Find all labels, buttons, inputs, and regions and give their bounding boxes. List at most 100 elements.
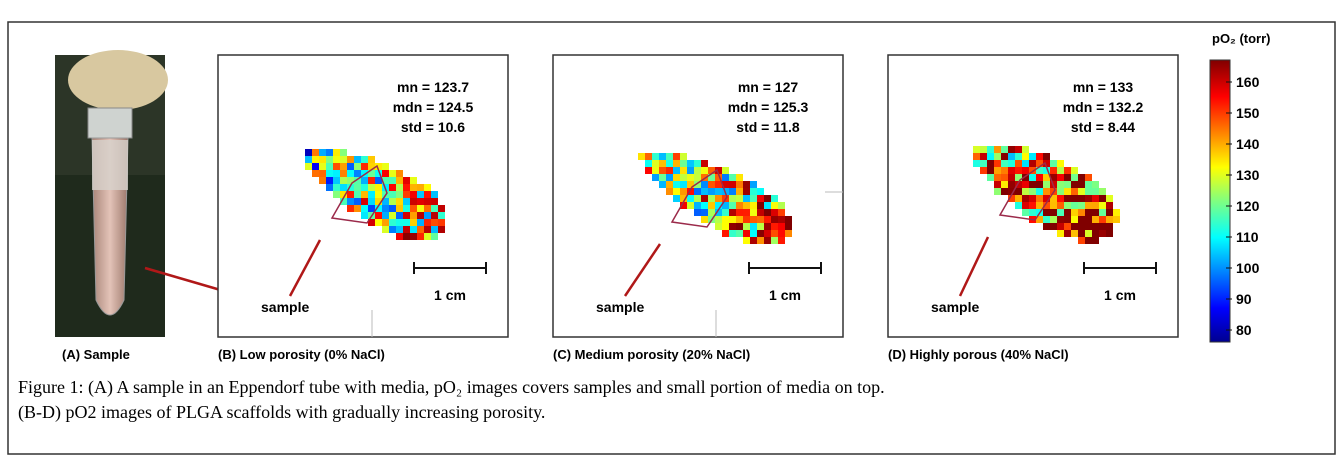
pixel	[1064, 188, 1071, 195]
pixel	[736, 195, 743, 202]
pixel	[1071, 230, 1078, 237]
pixel	[722, 216, 729, 223]
pixel	[673, 153, 680, 160]
pixel	[673, 174, 680, 181]
pixel	[438, 212, 445, 219]
pixel	[1029, 167, 1036, 174]
pixel	[687, 181, 694, 188]
pixel	[382, 226, 389, 233]
pixel	[424, 184, 431, 191]
pixel	[687, 195, 694, 202]
pixel	[715, 223, 722, 230]
pixel	[361, 205, 368, 212]
pixel	[1078, 223, 1085, 230]
pixel	[410, 212, 417, 219]
pixel	[973, 153, 980, 160]
pixel	[1022, 174, 1029, 181]
pixel	[333, 163, 340, 170]
pixel	[368, 170, 375, 177]
pixel	[1029, 209, 1036, 216]
pixel	[368, 156, 375, 163]
pixel	[743, 230, 750, 237]
pixel	[1050, 160, 1057, 167]
pixel	[326, 177, 333, 184]
pixel	[1015, 146, 1022, 153]
pixel	[1036, 188, 1043, 195]
pixel	[319, 177, 326, 184]
pixel	[694, 160, 701, 167]
pixel	[771, 209, 778, 216]
pixel	[438, 205, 445, 212]
pixel	[1050, 174, 1057, 181]
pixel	[375, 212, 382, 219]
pixel	[1064, 174, 1071, 181]
pixel	[708, 209, 715, 216]
pixel	[785, 216, 792, 223]
pixel	[410, 233, 417, 240]
pixel	[1057, 230, 1064, 237]
pixel	[757, 209, 764, 216]
pixel	[396, 191, 403, 198]
pixel	[319, 163, 326, 170]
pixel	[673, 160, 680, 167]
pixel	[1050, 209, 1057, 216]
pixel	[1099, 230, 1106, 237]
pixel	[403, 233, 410, 240]
pixel	[743, 181, 750, 188]
pixel	[1106, 202, 1113, 209]
pixel	[340, 149, 347, 156]
pixel	[347, 184, 354, 191]
pixel	[638, 153, 645, 160]
pixel	[1050, 216, 1057, 223]
pixel	[1085, 202, 1092, 209]
pixel	[701, 209, 708, 216]
pixel	[694, 209, 701, 216]
pixel	[382, 163, 389, 170]
pixel	[659, 181, 666, 188]
colorbar-tick-label: 120	[1236, 198, 1260, 214]
pixel	[764, 195, 771, 202]
pixel	[410, 191, 417, 198]
pixel	[396, 219, 403, 226]
pixel	[1099, 202, 1106, 209]
pixel	[1036, 174, 1043, 181]
sample-label: sample	[261, 299, 309, 315]
pixel	[980, 146, 987, 153]
pixel	[368, 177, 375, 184]
pixel	[1022, 195, 1029, 202]
pixel	[694, 195, 701, 202]
pixel	[1099, 195, 1106, 202]
pixel	[673, 195, 680, 202]
pixel	[722, 230, 729, 237]
pixel	[666, 167, 673, 174]
pixel	[1085, 216, 1092, 223]
pixel	[1106, 209, 1113, 216]
pixel	[694, 174, 701, 181]
pixel	[729, 181, 736, 188]
pixel	[1064, 223, 1071, 230]
pixel	[729, 209, 736, 216]
pixel	[361, 163, 368, 170]
pixel	[403, 184, 410, 191]
pixel	[389, 219, 396, 226]
pixel	[701, 167, 708, 174]
colorbar-tick-label: 80	[1236, 322, 1252, 338]
pixel	[680, 202, 687, 209]
pixel	[750, 202, 757, 209]
colorbar-tick-label: 90	[1236, 291, 1252, 307]
pixel	[1057, 160, 1064, 167]
pixel	[319, 156, 326, 163]
pixel	[375, 191, 382, 198]
pixel	[722, 181, 729, 188]
pixel	[1064, 202, 1071, 209]
pixel	[1029, 153, 1036, 160]
pixel	[680, 181, 687, 188]
pixel	[347, 177, 354, 184]
pixel	[715, 174, 722, 181]
pixel	[659, 153, 666, 160]
pixel	[715, 188, 722, 195]
pixel	[417, 212, 424, 219]
pixel	[1057, 202, 1064, 209]
pixel	[987, 160, 994, 167]
